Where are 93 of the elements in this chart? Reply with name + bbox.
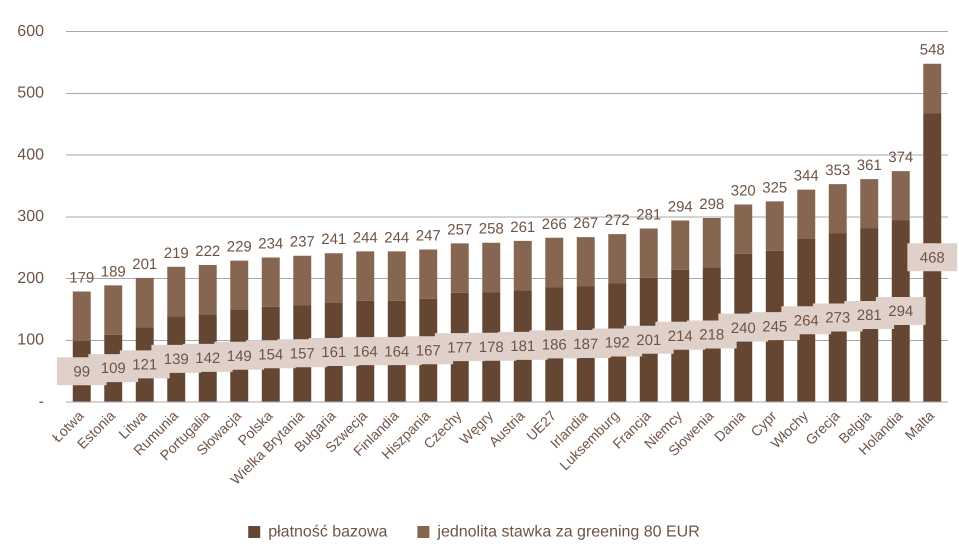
total-label: 241 — [321, 231, 346, 248]
y-tick-label: 500 — [17, 84, 44, 102]
bar — [293, 256, 312, 306]
bar — [72, 292, 91, 341]
total-label: 179 — [69, 269, 94, 286]
bar — [671, 220, 690, 270]
total-label: 361 — [856, 157, 882, 174]
bar — [576, 237, 595, 287]
data-label: 187 — [573, 336, 598, 354]
data-label: 245 — [762, 318, 788, 336]
total-label: 325 — [762, 179, 788, 196]
y-tick-label: 100 — [17, 332, 44, 349]
total-label: 353 — [825, 162, 850, 180]
bar — [324, 253, 343, 303]
data-label: 201 — [636, 332, 662, 349]
total-label: 266 — [542, 216, 567, 233]
data-label: 240 — [730, 320, 756, 337]
total-label: 298 — [699, 196, 724, 214]
bar — [702, 218, 721, 268]
data-label: 264 — [794, 312, 819, 330]
bar — [482, 242, 500, 292]
total-label: 281 — [636, 206, 662, 224]
y-tick-label: 400 — [17, 146, 44, 164]
data-label: 149 — [226, 348, 252, 365]
data-label: 468 — [920, 249, 945, 266]
bar — [198, 264, 217, 314]
total-label: 320 — [730, 182, 756, 200]
data-label: 142 — [195, 350, 220, 368]
bar — [104, 285, 122, 335]
total-label: 219 — [164, 244, 189, 262]
data-label: 177 — [447, 339, 472, 356]
total-label: 244 — [352, 229, 378, 246]
total-label: 237 — [290, 234, 315, 251]
data-label: 294 — [888, 303, 914, 320]
bar — [797, 190, 816, 240]
y-tick-label: 200 — [17, 270, 44, 287]
data-label: 157 — [290, 345, 315, 362]
data-label: 181 — [510, 338, 536, 356]
total-label: 234 — [258, 236, 284, 253]
bar — [608, 234, 626, 284]
data-label: 164 — [352, 343, 378, 360]
bar — [514, 240, 532, 290]
bar — [419, 250, 438, 299]
data-label: 214 — [668, 328, 693, 345]
data-label: 154 — [258, 346, 284, 364]
bar — [860, 179, 878, 229]
bar — [766, 201, 784, 251]
bar — [388, 251, 406, 301]
legend-label: jednolita stawka za greening 80 EUR — [436, 523, 700, 540]
total-label: 261 — [510, 218, 536, 236]
bar — [262, 258, 280, 307]
total-label: 189 — [100, 263, 126, 280]
data-label: 99 — [73, 363, 90, 380]
bar — [892, 171, 910, 221]
total-label: 344 — [794, 168, 819, 185]
y-tick-label: 600 — [17, 23, 44, 40]
total-label: 247 — [416, 228, 441, 245]
data-label: 218 — [699, 326, 724, 344]
total-label: 258 — [478, 220, 504, 238]
data-label: 273 — [825, 310, 850, 327]
data-label: 167 — [416, 342, 441, 360]
data-label: 192 — [604, 334, 630, 352]
bar — [734, 204, 752, 254]
bar — [545, 238, 564, 288]
data-label: 161 — [321, 344, 346, 362]
total-label: 222 — [195, 242, 220, 260]
y-tick-label: 300 — [17, 208, 44, 226]
data-label: 186 — [542, 336, 567, 354]
bar — [640, 228, 658, 278]
bar — [450, 243, 469, 293]
data-label: 139 — [164, 350, 189, 368]
total-label: 257 — [447, 221, 472, 238]
y-tick-label: - — [38, 393, 44, 410]
total-label: 272 — [604, 212, 630, 230]
bar — [230, 260, 248, 310]
bar — [923, 64, 942, 114]
bar — [356, 251, 374, 301]
legend-label: płatność bazowa — [268, 523, 388, 540]
data-label: 178 — [478, 338, 504, 356]
bar — [828, 184, 847, 234]
bar — [167, 266, 186, 316]
data-label: 109 — [100, 360, 126, 378]
data-label: 164 — [384, 343, 410, 360]
total-label: 294 — [668, 198, 693, 216]
total-label: 548 — [920, 42, 945, 59]
data-label: 281 — [856, 307, 882, 324]
data-label: 121 — [132, 356, 158, 374]
bar — [136, 278, 154, 328]
total-label: 244 — [384, 229, 410, 246]
total-label: 229 — [226, 238, 252, 256]
total-label: 267 — [573, 215, 598, 232]
total-label: 374 — [888, 149, 914, 166]
total-label: 201 — [132, 256, 158, 273]
